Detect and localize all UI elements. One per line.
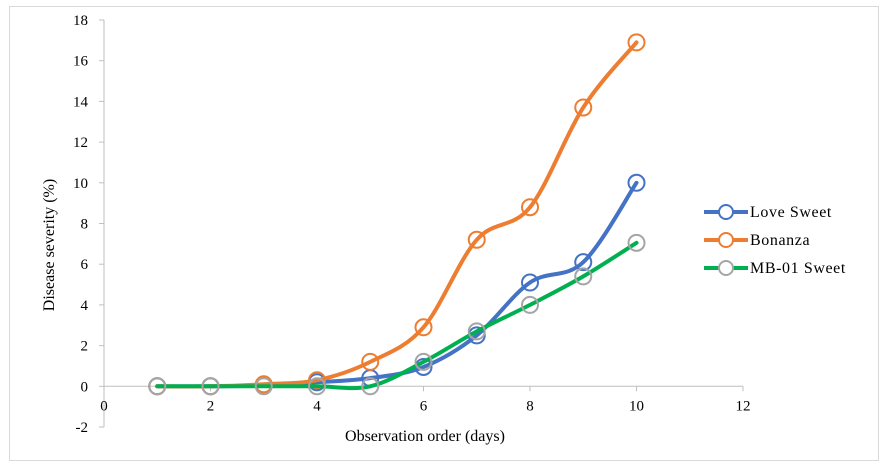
y-tick-label: 16 bbox=[73, 54, 89, 70]
y-tick-label: 14 bbox=[73, 94, 89, 110]
legend-label: Love Sweet bbox=[750, 204, 832, 221]
data-point bbox=[414, 352, 433, 371]
data-point bbox=[521, 273, 539, 292]
y-axis-ticks: -2 0 2 4 6 8 10 12 14 16 18 bbox=[73, 13, 104, 436]
y-axis-title: Disease severity (%) bbox=[41, 179, 58, 311]
series-bonanza bbox=[148, 33, 646, 396]
legend-label: MB-01 Sweet bbox=[750, 260, 846, 277]
data-point bbox=[254, 377, 273, 396]
x-tick-label: 8 bbox=[526, 398, 534, 414]
data-point bbox=[308, 377, 326, 396]
data-point bbox=[414, 318, 433, 337]
legend-item-bonanza: Bonanza bbox=[704, 232, 810, 249]
x-tick-label: 2 bbox=[207, 398, 215, 414]
data-point bbox=[467, 230, 486, 249]
chart-frame bbox=[9, 6, 879, 461]
data-point bbox=[201, 377, 220, 396]
data-point bbox=[627, 33, 646, 52]
legend-item-love-sweet: Love Sweet bbox=[704, 204, 832, 221]
data-point bbox=[574, 267, 593, 286]
legend-marker bbox=[718, 204, 734, 220]
legend-item-mb-01-sweet: MB-01 Sweet bbox=[704, 260, 846, 277]
data-point bbox=[361, 377, 380, 396]
y-tick-label: 6 bbox=[81, 257, 89, 273]
data-point bbox=[361, 352, 380, 371]
legend: Love Sweet Bonanza MB-01 Sweet bbox=[704, 204, 846, 277]
x-tick-label: 6 bbox=[420, 398, 428, 414]
x-axis-title: Observation order (days) bbox=[345, 428, 505, 445]
data-point bbox=[148, 377, 167, 396]
x-tick-label: 12 bbox=[736, 398, 751, 414]
data-point bbox=[627, 173, 646, 192]
y-tick-label: 4 bbox=[81, 298, 89, 314]
data-point bbox=[521, 295, 539, 314]
legend-label: Bonanza bbox=[750, 232, 810, 249]
y-tick-label: 0 bbox=[81, 379, 89, 395]
y-tick-label: 12 bbox=[73, 135, 88, 151]
y-tick-label: -2 bbox=[76, 420, 89, 436]
legend-marker bbox=[718, 260, 734, 276]
x-tick-label: 0 bbox=[100, 398, 108, 414]
x-tick-label: 10 bbox=[629, 398, 644, 414]
y-tick-label: 10 bbox=[73, 176, 88, 192]
y-tick-label: 18 bbox=[73, 13, 88, 29]
x-tick-label: 4 bbox=[313, 398, 321, 414]
series-mb-01-sweet bbox=[148, 233, 646, 396]
series-line bbox=[155, 40, 639, 389]
series-line bbox=[155, 240, 639, 391]
data-point bbox=[574, 253, 593, 272]
legend-marker bbox=[718, 232, 734, 248]
y-tick-label: 8 bbox=[81, 217, 89, 233]
data-point bbox=[574, 98, 593, 117]
data-point bbox=[627, 233, 646, 252]
x-axis-ticks: 0 2 4 6 8 10 12 bbox=[100, 386, 751, 414]
y-tick-label: 2 bbox=[81, 339, 89, 355]
series-layer bbox=[148, 33, 646, 396]
data-point bbox=[467, 322, 486, 341]
data-point bbox=[521, 198, 539, 217]
